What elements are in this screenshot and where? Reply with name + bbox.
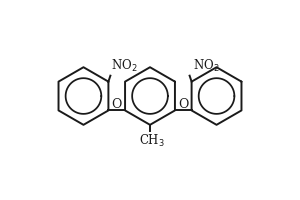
Text: O: O <box>178 98 188 111</box>
Text: CH$_3$: CH$_3$ <box>139 133 165 149</box>
Text: NO$_2$: NO$_2$ <box>193 58 219 74</box>
Text: O: O <box>112 98 122 111</box>
Text: NO$_2$: NO$_2$ <box>111 58 138 74</box>
